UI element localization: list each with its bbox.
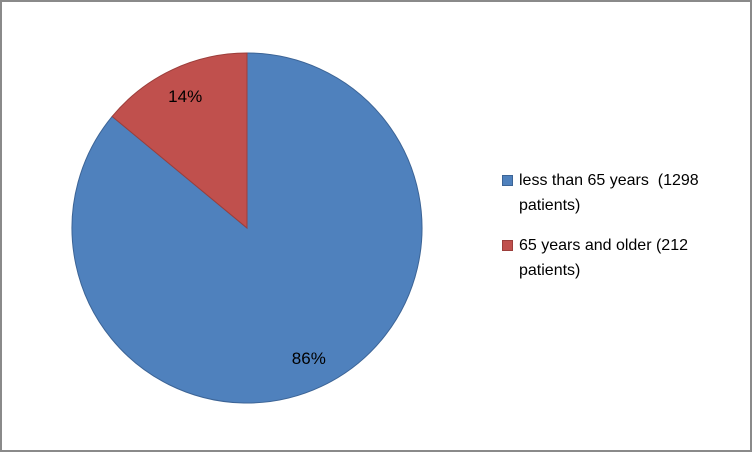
legend-swatch-blue-icon (502, 175, 513, 186)
pie-slice-label-0: 86% (291, 349, 326, 369)
legend-label-65-and-older: 65 years and older (212 patients) (519, 237, 693, 279)
legend-label-less-than-65: less than 65 years (1298 patients) (519, 172, 704, 214)
legend: less than 65 years (1298 patients) 65 ye… (502, 168, 734, 283)
legend-item-65-and-older: 65 years and older (212 patients) (502, 233, 734, 283)
legend-swatch-red-icon (502, 240, 513, 251)
legend-item-less-than-65: less than 65 years (1298 patients) (502, 168, 734, 218)
pie-slice-label-1: 14% (168, 86, 203, 106)
pie-slice-1 (111, 52, 248, 230)
